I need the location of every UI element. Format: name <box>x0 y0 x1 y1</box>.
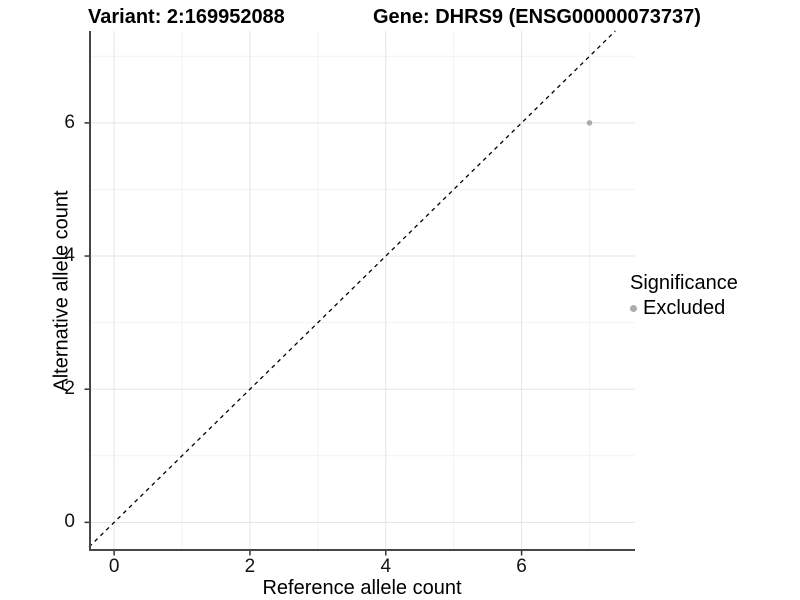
legend-entry: Excluded <box>630 297 738 320</box>
x-tick-label: 4 <box>380 556 392 577</box>
plot-title-gene: Gene: DHRS9 (ENSG00000073737) <box>373 6 701 28</box>
data-point <box>586 120 593 126</box>
y-axis-tick-labels: 0 2 4 6 <box>40 31 82 551</box>
scatter-plot-svg <box>84 30 635 556</box>
legend-key-dot-icon <box>630 305 637 312</box>
y-tick-label: 4 <box>64 245 75 267</box>
y-tick-label: 6 <box>64 111 75 133</box>
x-tick-label: 6 <box>516 556 527 577</box>
y-tick-label: 2 <box>64 378 75 400</box>
identity-dashed-line <box>88 30 616 548</box>
legend: Significance Excluded <box>630 272 738 320</box>
x-tick-label: 0 <box>108 556 120 577</box>
plot-panel <box>84 30 635 556</box>
x-tick-label: 2 <box>244 556 256 577</box>
x-axis-title: Reference allele count <box>262 577 462 599</box>
legend-entries: Excluded <box>630 297 738 320</box>
plot-title-variant: Variant: 2:169952088 <box>88 6 285 28</box>
legend-title: Significance <box>630 272 738 294</box>
y-axis-title: Alternative allele count <box>50 190 73 392</box>
x-axis-tick-labels: 0 2 4 6 <box>89 556 635 578</box>
legend-entry-label: Excluded <box>643 297 726 319</box>
y-tick-label: 0 <box>64 511 75 533</box>
